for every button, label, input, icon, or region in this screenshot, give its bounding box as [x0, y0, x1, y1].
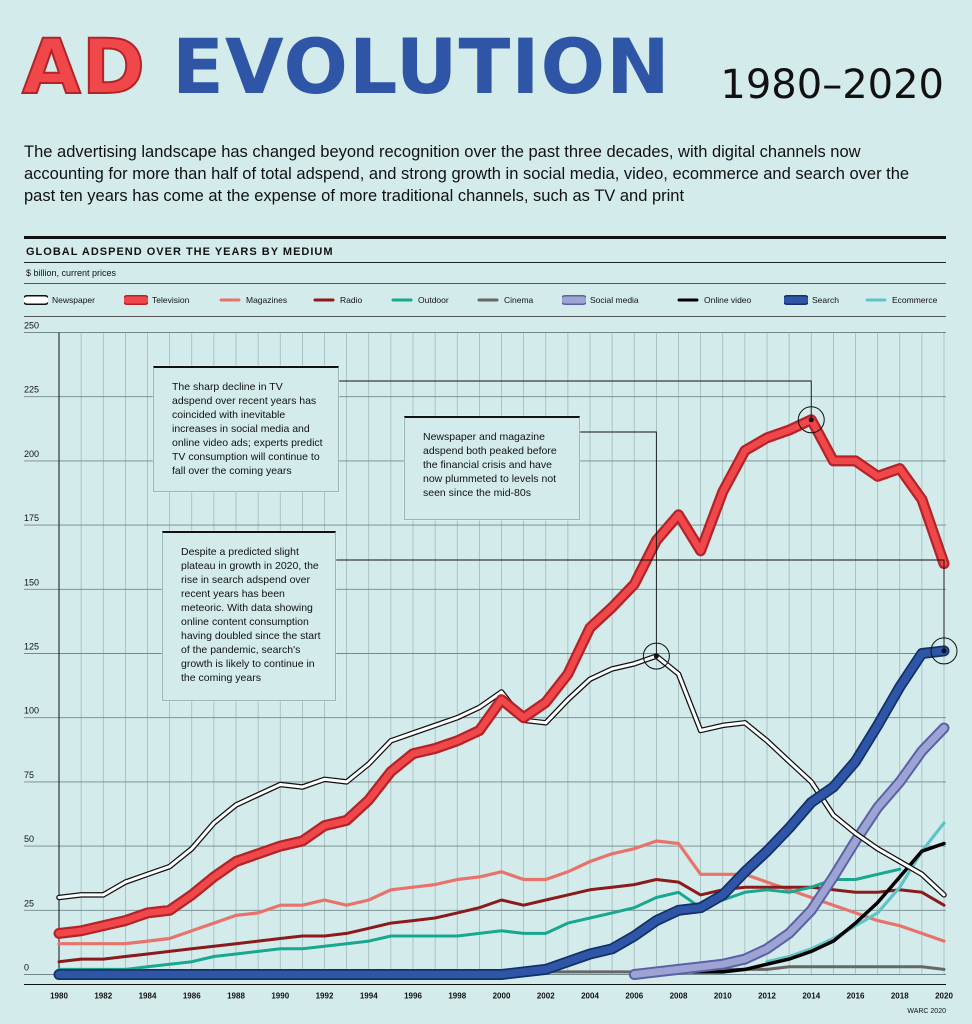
- legend-item-radio: Radio: [312, 291, 362, 309]
- x-tick-label: 2010: [714, 992, 732, 1001]
- x-tick-label: 2008: [670, 992, 688, 1001]
- legend-label: Newspaper: [52, 295, 95, 305]
- series-line-search: [55, 647, 948, 979]
- x-tick-label: 1986: [183, 992, 201, 1001]
- y-tick-label: 225: [24, 385, 39, 395]
- series-line-radio: [57, 878, 946, 964]
- legend-swatch-search: [784, 295, 808, 305]
- legend-item-outdoor: Outdoor: [390, 291, 449, 309]
- x-tick-label: 2014: [802, 992, 820, 1001]
- series-line-newspaper: [57, 654, 946, 899]
- intro-text: The advertising landscape has changed be…: [24, 143, 910, 205]
- y-tick-label: 100: [24, 706, 39, 716]
- legend-swatch-social_media: [562, 295, 586, 305]
- legend-label: Ecommerce: [892, 295, 938, 305]
- series-line-television: [55, 416, 948, 937]
- y-tick-label: 25: [24, 898, 34, 908]
- title-ad: AD: [21, 21, 146, 112]
- legend-label: Social media: [590, 295, 639, 305]
- x-tick-label: 1992: [316, 992, 334, 1001]
- legend-label: Cinema: [504, 295, 534, 305]
- legend-item-online_video: Online video: [676, 291, 751, 309]
- legend-label: Search: [812, 295, 839, 305]
- x-tick-label: 1982: [94, 992, 112, 1001]
- annotation-connector: [580, 431, 657, 657]
- y-tick-label: 50: [24, 834, 34, 844]
- chart-legend: Newspaper Television Magazines Radio Outdoor…: [24, 291, 964, 309]
- annotation-search: Despite a predicted slight plateau in gr…: [162, 531, 336, 701]
- header: AD EVOLUTION 1980–2020: [21, 21, 952, 112]
- legend-label: Television: [152, 295, 190, 305]
- legend-item-television: Television: [124, 291, 189, 309]
- legend-swatch-outdoor: [391, 298, 413, 302]
- x-tick-label: 1980: [50, 992, 68, 1001]
- x-tick-label: 1990: [271, 992, 289, 1001]
- units-divider: [24, 283, 946, 284]
- legend-label: Online video: [704, 295, 752, 305]
- legend-label: Magazines: [246, 295, 288, 305]
- annotation-dot: [653, 653, 659, 659]
- annotation-tv: The sharp decline in TV adspend over rec…: [153, 366, 339, 492]
- x-tick-label: 1994: [360, 992, 378, 1001]
- x-tick-label: 2018: [891, 992, 909, 1001]
- annotation-newspaper: Newspaper and magazine adspend both peak…: [404, 416, 580, 520]
- x-tick-label: 2004: [581, 992, 599, 1001]
- legend-swatch-magazines: [219, 298, 241, 302]
- y-tick-label: 150: [24, 577, 39, 587]
- legend-item-magazines: Magazines: [218, 291, 287, 309]
- y-tick-label: 0: [24, 963, 29, 973]
- title-evolution: EVOLUTION: [172, 22, 671, 111]
- y-tick-label: 125: [24, 642, 39, 652]
- legend-label: Radio: [340, 295, 363, 305]
- legend-item-search: Search: [784, 291, 839, 309]
- y-tick-label: 75: [24, 770, 34, 780]
- legend-swatch-television: [124, 295, 148, 305]
- legend-item-ecommerce: Ecommerce: [864, 291, 937, 309]
- legend-swatch-newspaper: [24, 295, 48, 305]
- x-tick-label: 2016: [847, 992, 865, 1001]
- annotation-circle: [642, 642, 670, 670]
- annotation-connector: [339, 380, 812, 420]
- title-years: 1980–2020: [720, 62, 944, 108]
- legend-item-cinema: Cinema: [476, 291, 533, 309]
- title-divider: [24, 262, 946, 263]
- x-tick-label: 2000: [493, 992, 511, 1001]
- series-line-social_media: [630, 724, 948, 978]
- x-tick-label: 2012: [758, 992, 776, 1001]
- x-tick-label: 1988: [227, 992, 245, 1001]
- x-tick-label: 1998: [448, 992, 466, 1001]
- series-line-magazines: [57, 839, 946, 946]
- x-tick-label: 1996: [404, 992, 422, 1001]
- y-tick-label: 175: [24, 513, 39, 523]
- annotation-circle: [797, 406, 825, 434]
- y-tick-label: 250: [24, 321, 39, 331]
- y-tick-label: 200: [24, 449, 39, 459]
- legend-swatch-ecommerce: [865, 298, 887, 302]
- annotation-dot: [808, 417, 814, 423]
- legend-divider: [24, 316, 946, 317]
- x-tick-label: 2002: [537, 992, 555, 1001]
- legend-swatch-radio: [313, 298, 335, 302]
- x-tick-label: 1984: [139, 992, 157, 1001]
- legend-label: Outdoor: [418, 295, 449, 305]
- legend-swatch-cinema: [477, 298, 499, 302]
- chart-units: $ billion, current prices: [26, 268, 117, 278]
- annotation-dot: [941, 648, 947, 654]
- legend-swatch-online_video: [677, 298, 699, 302]
- series-line-outdoor: [57, 867, 902, 971]
- legend-item-newspaper: Newspaper: [24, 291, 95, 309]
- x-tick-label: 2020: [935, 992, 953, 1001]
- line-chart: 0 25 50 75 100 125 150 175 200 225 250 1980 1982 1984…: [24, 321, 958, 1001]
- annotation-connector: [336, 559, 945, 651]
- credit: WARC 2020: [907, 1008, 946, 1015]
- chart-title: GLOBAL ADSPEND OVER THE YEARS BY MEDIUM: [26, 246, 334, 258]
- legend-item-social_media: Social media: [562, 291, 639, 309]
- x-tick-label: 2006: [625, 992, 643, 1001]
- series-line-ecommerce: [765, 821, 946, 964]
- top-divider: [24, 236, 946, 239]
- annotation-circle: [930, 637, 958, 665]
